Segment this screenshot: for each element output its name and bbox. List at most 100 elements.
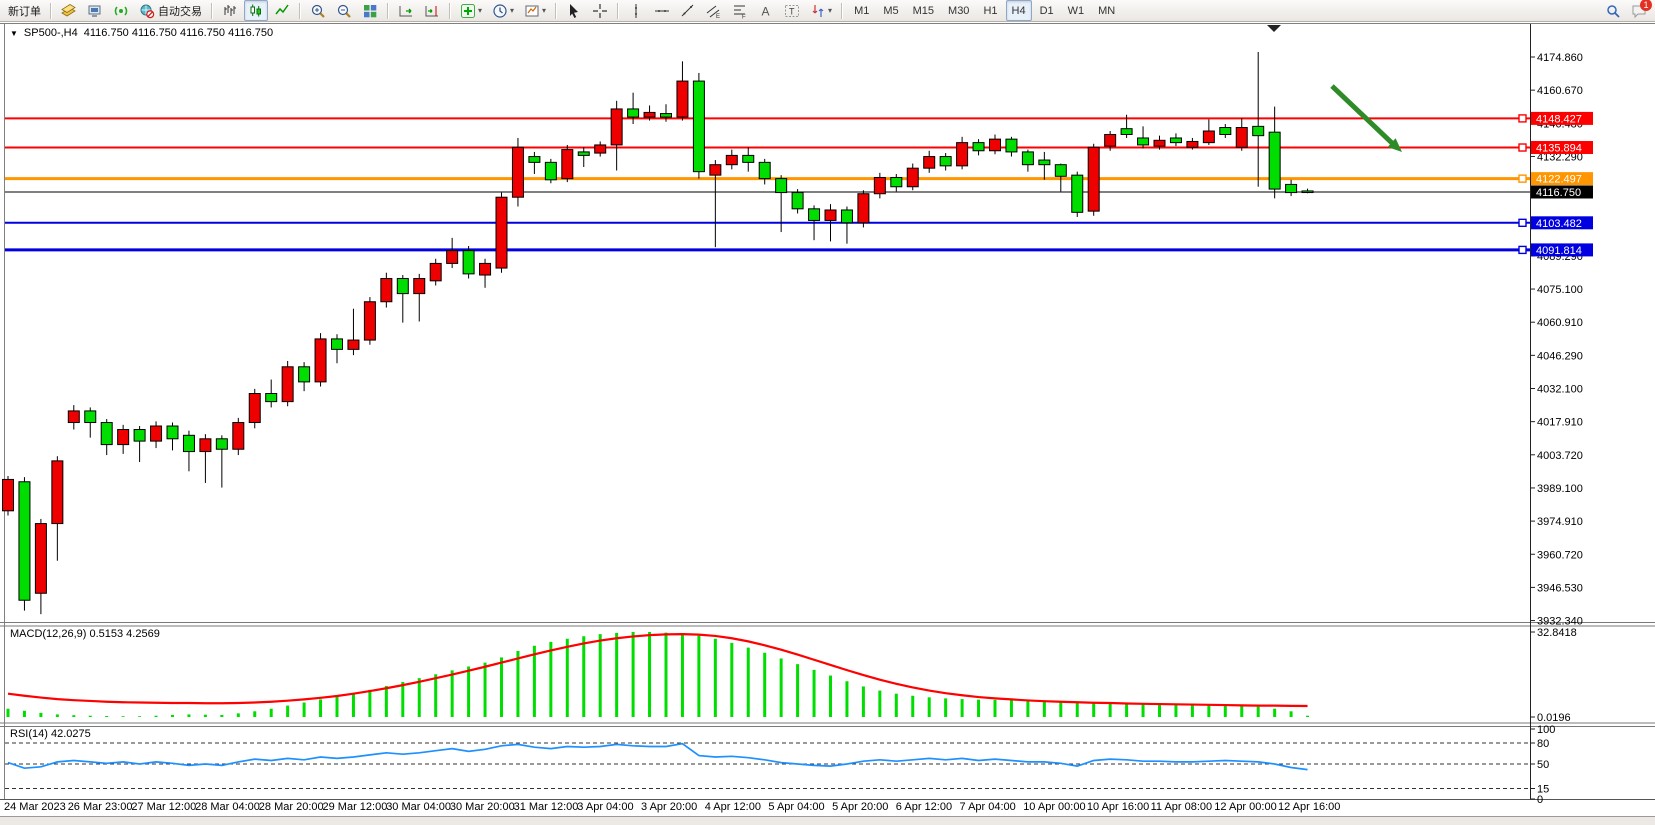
toolbar-button-label: M15 [912, 4, 935, 17]
equidistant-channel-icon: E [706, 5, 720, 19]
svg-text:E: E [716, 14, 720, 19]
candle [1252, 125, 1265, 137]
charts-icon [61, 3, 76, 16]
x-axis-label: 30 Mar 04:00 [386, 801, 451, 813]
toolbar-button-label: H1 [983, 4, 998, 17]
candle [1268, 131, 1281, 190]
price-axis-tick-label: 4160.670 [1537, 85, 1583, 97]
signals-button[interactable] [109, 0, 133, 21]
candle [824, 209, 837, 221]
candlestick-chart-button[interactable] [244, 0, 268, 21]
candle [265, 392, 278, 403]
candle [117, 429, 130, 446]
svg-text:A: A [762, 4, 770, 18]
rsi-axis-label: 15 [1537, 784, 1549, 796]
x-axis-label: 12 Apr 00:00 [1214, 801, 1276, 813]
timeframe-w1-button[interactable]: W1 [1062, 0, 1091, 21]
candle [34, 523, 47, 594]
templates-icon [525, 5, 539, 16]
drawn-arrow[interactable] [1330, 84, 1394, 145]
zoom-out-button[interactable] [332, 0, 356, 21]
price-axis-tick-label: 3946.530 [1537, 582, 1583, 594]
candle [331, 338, 343, 350]
text-button[interactable]: A [754, 0, 778, 21]
arrows-button[interactable]: ▾ [806, 0, 836, 21]
terminal-button[interactable] [83, 0, 107, 21]
timeframe-m30-button[interactable]: M30 [942, 0, 975, 21]
timeframe-m1-button[interactable]: M1 [848, 0, 875, 21]
candle [166, 425, 179, 440]
search-button[interactable] [1601, 0, 1625, 21]
timeframe-h1-button[interactable]: H1 [977, 0, 1003, 21]
equidistant-channel-button[interactable]: E [702, 0, 726, 21]
hline-marker[interactable] [1518, 143, 1527, 152]
x-axis-label: 29 Mar 12:00 [323, 801, 388, 813]
cursor-button[interactable] [562, 0, 586, 21]
bar-chart-button[interactable] [218, 0, 242, 21]
periods-button[interactable]: ▾ [488, 0, 518, 21]
toolbar-separator [841, 2, 844, 19]
candle [1235, 127, 1248, 148]
candle [1137, 137, 1150, 146]
chart-shift-button[interactable] [420, 0, 444, 21]
line-chart-button[interactable] [270, 0, 294, 21]
candle [215, 438, 228, 450]
indicators-button[interactable]: ▾ [456, 0, 486, 21]
toolbar-separator [617, 2, 620, 19]
cursor-icon [570, 3, 579, 18]
drawn-arrow-head[interactable] [1387, 138, 1402, 152]
crosshair-button[interactable] [588, 0, 612, 21]
trendline-button[interactable] [676, 0, 700, 21]
templates-button[interactable]: ▾ [520, 0, 550, 21]
hline-marker[interactable] [1518, 218, 1527, 228]
candle [182, 434, 195, 453]
x-axis-label: 28 Mar 20:00 [259, 801, 324, 813]
chart-canvas[interactable]: 4174.8604160.6704146.4804132.2904118.100… [0, 22, 1655, 825]
arrows-icon [812, 4, 824, 17]
price-badge [1531, 243, 1593, 257]
fibonacci-button[interactable]: F [728, 0, 752, 21]
candle [18, 481, 31, 601]
candle [84, 410, 97, 424]
x-axis-label: 6 Apr 12:00 [896, 801, 952, 813]
candle [1021, 151, 1034, 166]
timeframe-h4-button[interactable]: H4 [1005, 0, 1032, 21]
candle [709, 164, 722, 176]
new-order-button[interactable]: 新订单 [4, 0, 45, 21]
chat-button[interactable]: 1 [1627, 0, 1652, 21]
auto-scroll-button[interactable] [394, 0, 418, 21]
vertical-line-button[interactable] [624, 0, 648, 21]
bar-chart-icon [224, 4, 236, 16]
hline-marker[interactable] [1518, 174, 1527, 183]
timeframe-mn-button[interactable]: MN [1092, 0, 1121, 21]
text-label-button[interactable]: T [780, 0, 804, 21]
vertical-line-icon [635, 3, 638, 18]
timeframe-m5-button[interactable]: M5 [877, 0, 904, 21]
candle [429, 262, 442, 282]
timeframe-m15-button[interactable]: M15 [907, 0, 940, 21]
timeframe-d1-button[interactable]: D1 [1034, 0, 1060, 21]
price-axis-tick-label: 4046.290 [1537, 350, 1583, 362]
charts-button[interactable] [57, 0, 81, 21]
x-axis-label: 24 Mar 2023 [4, 801, 66, 813]
candle [495, 196, 508, 269]
price-badge-label: 4116.750 [1536, 187, 1581, 199]
x-axis-label: 31 Mar 12:00 [514, 801, 579, 813]
zoom-in-button[interactable] [306, 0, 330, 21]
candle [544, 161, 557, 181]
hline-marker[interactable] [1518, 114, 1527, 123]
autotrading-button[interactable]: 自动交易 [135, 0, 206, 21]
hline-marker[interactable] [1518, 245, 1527, 255]
horizontal-line-button[interactable] [650, 0, 674, 21]
chart-shift-marker-icon[interactable] [1267, 25, 1281, 32]
text-label-icon: T [785, 4, 800, 17]
candle [1120, 128, 1133, 135]
candle [248, 392, 261, 424]
x-axis-label: 10 Apr 00:00 [1023, 801, 1085, 813]
x-axis-label: 10 Apr 16:00 [1087, 801, 1149, 813]
price-axis-tick-label: 4060.910 [1537, 317, 1583, 329]
price-axis-tick-label: 4174.860 [1537, 52, 1583, 64]
tile-windows-button[interactable] [358, 0, 382, 21]
candle [890, 176, 903, 188]
x-axis-label: 30 Mar 20:00 [450, 801, 515, 813]
